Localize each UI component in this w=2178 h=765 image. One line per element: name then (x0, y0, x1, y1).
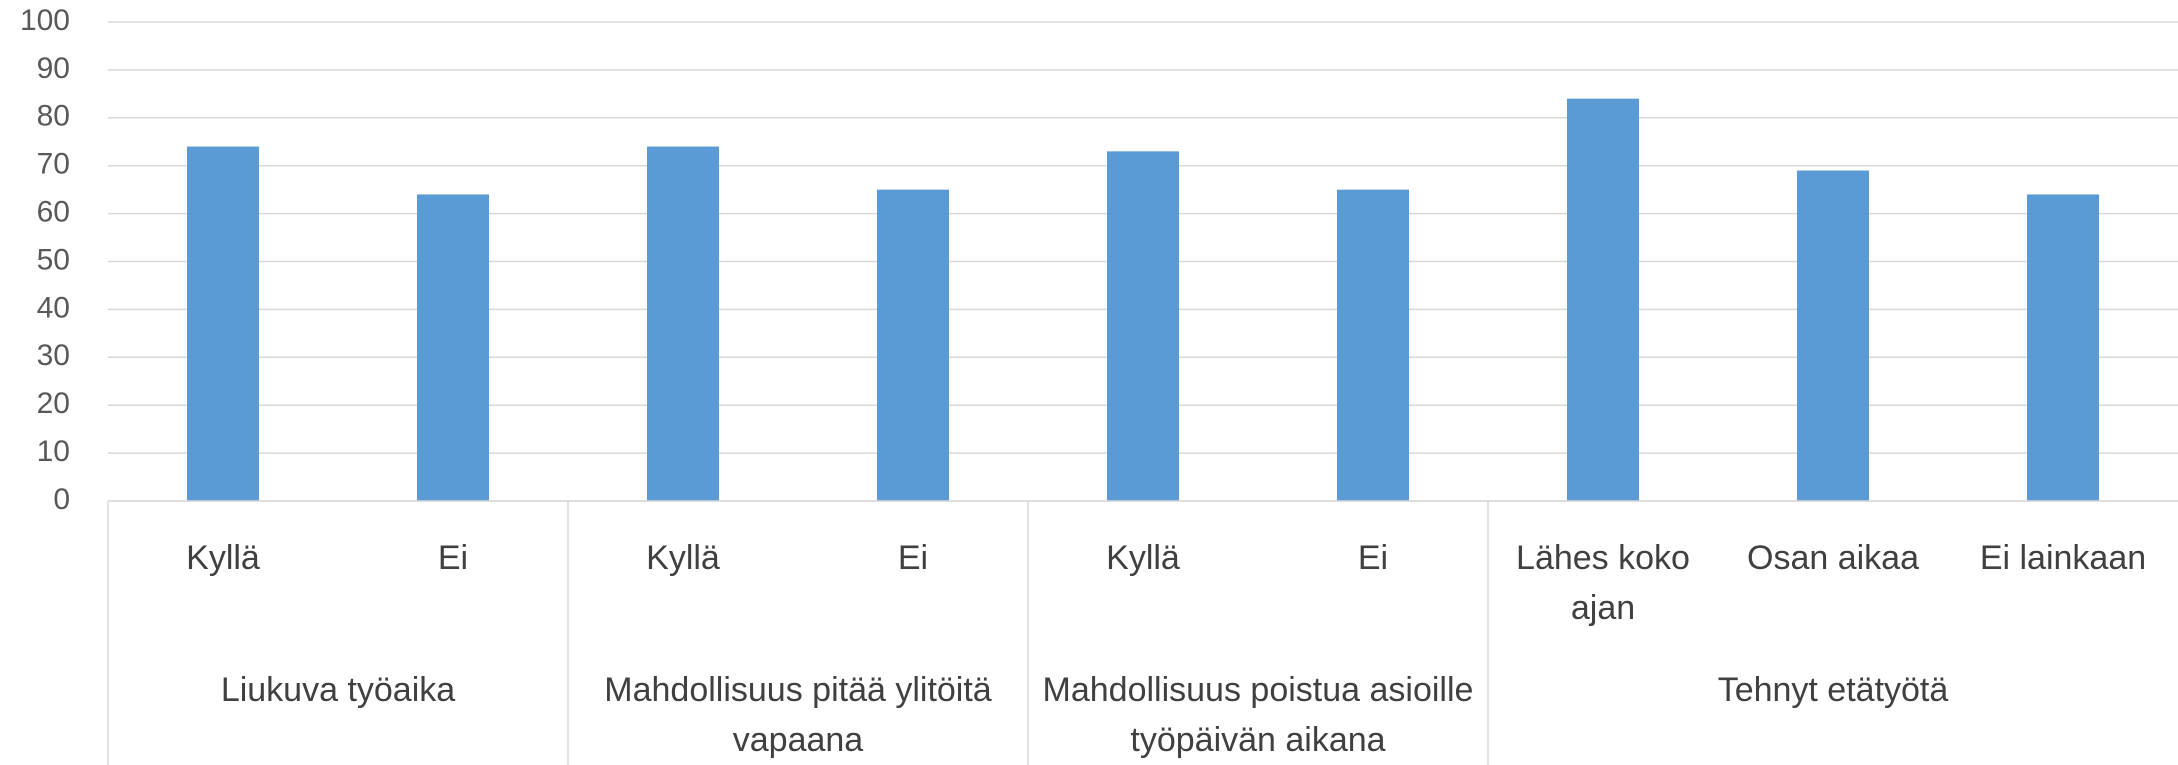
bar (647, 146, 719, 502)
group-label: Mahdollisuus poistua asioille työpäivän … (1042, 671, 1474, 759)
x-tick-label: Kyllä (1106, 539, 1180, 577)
bar (187, 146, 259, 502)
group-label: Tehnyt etätyötä (1717, 671, 1949, 709)
y-tick-label: 50 (37, 243, 70, 276)
x-tick-label: Kyllä (646, 539, 720, 577)
y-tick-label: 80 (37, 100, 70, 133)
y-tick-label: 90 (37, 52, 70, 85)
bar (1567, 98, 1639, 501)
y-tick-label: 60 (37, 196, 70, 229)
y-tick-label: 40 (37, 291, 70, 324)
x-tick-label: Ei (897, 539, 929, 577)
y-tick-label: 0 (53, 483, 70, 516)
x-tick-label: Kyllä (186, 539, 260, 577)
y-tick-label: 70 (37, 148, 70, 181)
bar (877, 189, 949, 501)
x-tick-label: Lähes koko ajan (1516, 539, 1690, 627)
x-tick-label: Ei lainkaan (1979, 539, 2147, 577)
x-tick-label: Ei (437, 539, 469, 577)
y-tick-label: 100 (20, 4, 70, 37)
bar (2027, 194, 2099, 501)
bar (1337, 189, 1409, 501)
x-tick-label: Ei (1357, 539, 1389, 577)
group-label: Mahdollisuus pitää ylitöitä vapaana (604, 671, 992, 759)
group-label: Liukuva työaika (220, 671, 456, 709)
y-tick-label: 10 (37, 435, 70, 468)
y-tick-label: 30 (37, 339, 70, 372)
y-tick-label: 20 (37, 387, 70, 420)
bar (417, 194, 489, 501)
x-tick-label: Osan aikaa (1747, 539, 1919, 577)
bar (1797, 170, 1869, 502)
bar (1107, 151, 1179, 501)
